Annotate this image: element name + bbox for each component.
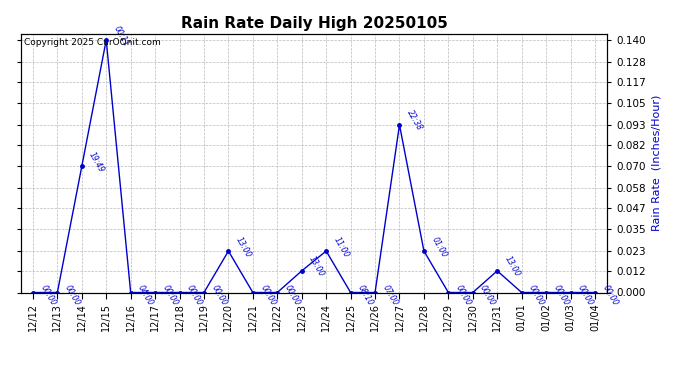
Text: 11:00: 11:00: [332, 235, 351, 259]
Text: 01:00: 01:00: [429, 235, 448, 259]
Text: 00:00: 00:00: [527, 284, 546, 307]
Y-axis label: Rain Rate  (Inches/Hour): Rain Rate (Inches/Hour): [651, 95, 662, 231]
Text: 00:00: 00:00: [576, 284, 595, 307]
Text: 00:00: 00:00: [63, 284, 82, 307]
Text: 08:10: 08:10: [356, 284, 375, 307]
Text: 00:00: 00:00: [283, 284, 302, 307]
Text: 00:00: 00:00: [259, 284, 277, 307]
Text: 04:00: 04:00: [136, 284, 155, 307]
Text: 00:00: 00:00: [39, 284, 57, 307]
Text: 00:11: 00:11: [112, 24, 130, 48]
Text: 00:00: 00:00: [478, 284, 497, 307]
Text: 07:00: 07:00: [381, 284, 400, 307]
Text: 13:00: 13:00: [503, 255, 522, 279]
Text: 00:00: 00:00: [185, 284, 204, 307]
Text: 00:00: 00:00: [600, 284, 620, 307]
Text: 00:00: 00:00: [552, 284, 571, 307]
Text: 00:00: 00:00: [454, 284, 473, 307]
Text: 00:00: 00:00: [210, 284, 228, 307]
Text: 19:49: 19:49: [88, 150, 106, 174]
Text: 22:38: 22:38: [405, 109, 424, 132]
Text: Copyright 2025 CurOOnit.com: Copyright 2025 CurOOnit.com: [23, 38, 160, 46]
Text: 00:00: 00:00: [161, 284, 179, 307]
Text: 13:00: 13:00: [307, 255, 326, 279]
Text: 13:00: 13:00: [234, 235, 253, 259]
Title: Rain Rate Daily High 20250105: Rain Rate Daily High 20250105: [181, 16, 447, 31]
